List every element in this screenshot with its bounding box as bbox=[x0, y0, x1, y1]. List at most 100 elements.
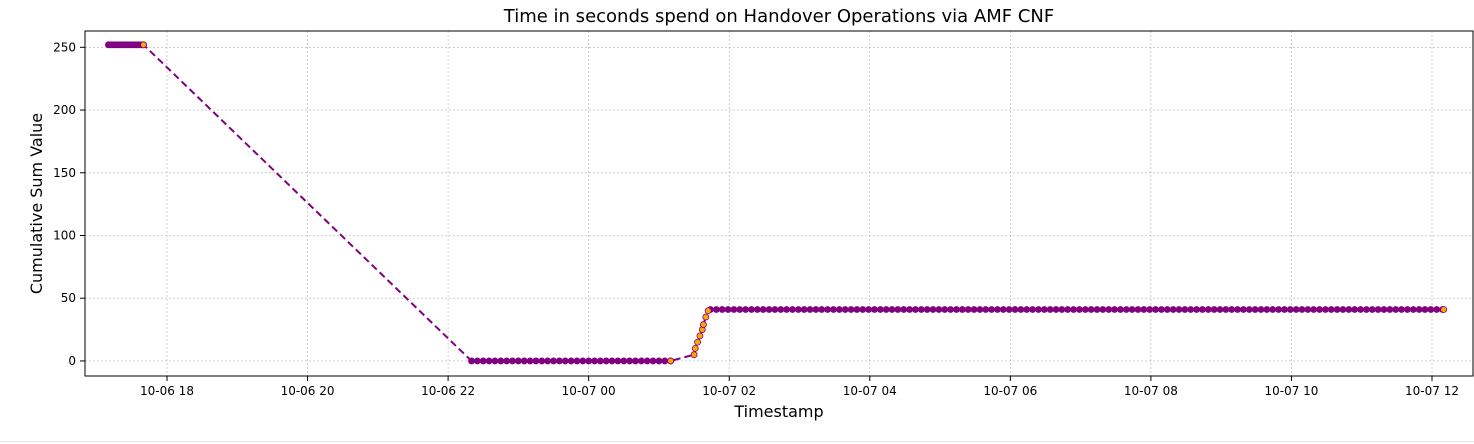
data-point bbox=[1046, 306, 1054, 313]
highlighted-data-point bbox=[696, 332, 704, 340]
data-point bbox=[888, 306, 896, 313]
data-point bbox=[1263, 306, 1271, 313]
data-point bbox=[765, 306, 773, 313]
data-point bbox=[1216, 306, 1224, 313]
data-point bbox=[718, 306, 726, 313]
bottom-divider bbox=[0, 441, 1474, 442]
data-point bbox=[964, 306, 972, 313]
data-point bbox=[835, 306, 843, 313]
y-tick-label: 200 bbox=[53, 103, 76, 117]
data-point bbox=[753, 306, 761, 313]
y-tick-label: 100 bbox=[53, 228, 76, 242]
data-point bbox=[841, 306, 849, 313]
data-point bbox=[1234, 306, 1241, 313]
data-point bbox=[789, 306, 796, 313]
data-point bbox=[1398, 306, 1405, 313]
data-point bbox=[1310, 306, 1318, 313]
data-point bbox=[853, 306, 861, 313]
data-point bbox=[661, 357, 669, 365]
data-point bbox=[906, 306, 914, 313]
data-point bbox=[970, 306, 978, 313]
data-point bbox=[509, 357, 516, 365]
data-point bbox=[1193, 306, 1200, 313]
highlighted-data-point bbox=[702, 313, 710, 321]
data-point bbox=[550, 357, 557, 365]
data-point bbox=[1210, 306, 1218, 313]
data-point bbox=[1163, 306, 1171, 313]
data-point bbox=[912, 306, 919, 313]
data-point bbox=[1093, 306, 1101, 313]
data-point bbox=[736, 306, 744, 313]
data-point bbox=[1117, 306, 1124, 313]
x-tick-label: 10-07 02 bbox=[702, 384, 756, 398]
data-point bbox=[800, 306, 808, 313]
y-axis-label: Cumulative Sum Value bbox=[27, 113, 46, 294]
data-point bbox=[982, 306, 990, 313]
data-point bbox=[526, 357, 534, 365]
data-point bbox=[1351, 306, 1359, 313]
data-point bbox=[742, 306, 750, 313]
data-point bbox=[1029, 306, 1036, 313]
data-point bbox=[871, 306, 878, 313]
data-point bbox=[473, 357, 481, 365]
y-tick-label: 250 bbox=[53, 40, 76, 54]
data-point bbox=[626, 357, 634, 365]
data-point bbox=[1122, 306, 1130, 313]
data-point bbox=[783, 306, 791, 313]
data-point bbox=[1011, 306, 1019, 313]
data-point bbox=[1304, 306, 1312, 313]
data-point bbox=[1152, 306, 1159, 313]
data-point bbox=[602, 357, 610, 365]
x-axis-ticks: 10-06 18 10-06 20 10-06 22 10-07 00 10-07 02… bbox=[140, 376, 1459, 398]
data-point bbox=[503, 357, 511, 365]
highlighted-data-point bbox=[691, 344, 699, 352]
chart-title: Time in seconds spend on Handover Operat… bbox=[503, 6, 1054, 27]
highlighted-data-point bbox=[694, 338, 701, 346]
data-point bbox=[1187, 306, 1195, 313]
data-point bbox=[865, 306, 873, 313]
data-point bbox=[994, 306, 1001, 313]
data-point bbox=[988, 306, 995, 313]
data-point bbox=[614, 357, 622, 365]
data-point bbox=[1409, 306, 1417, 313]
data-point bbox=[1035, 306, 1042, 313]
highlighted-data-point bbox=[1440, 306, 1448, 313]
x-tick-label: 10-07 12 bbox=[1405, 384, 1459, 398]
y-tick-label: 50 bbox=[61, 291, 76, 305]
x-axis-label: Timestamp bbox=[733, 402, 823, 421]
data-point bbox=[876, 306, 884, 313]
data-point bbox=[771, 306, 779, 313]
data-point bbox=[1240, 306, 1247, 313]
data-point bbox=[1076, 306, 1083, 313]
data-point bbox=[1128, 306, 1136, 313]
data-point bbox=[1040, 306, 1048, 313]
data-point bbox=[596, 357, 604, 365]
data-point bbox=[1005, 306, 1013, 313]
y-tick-label: 150 bbox=[53, 166, 76, 180]
data-point bbox=[591, 357, 598, 365]
data-point bbox=[748, 306, 755, 313]
highlighted-data-point bbox=[700, 321, 707, 328]
data-point bbox=[900, 306, 908, 313]
data-point bbox=[608, 357, 616, 365]
data-point bbox=[1368, 306, 1376, 313]
data-point bbox=[1363, 306, 1370, 313]
data-point bbox=[1204, 306, 1212, 313]
data-point bbox=[538, 357, 546, 365]
data-point bbox=[1111, 306, 1118, 313]
x-tick-label: 10-07 10 bbox=[1264, 384, 1318, 398]
x-tick-label: 10-06 22 bbox=[421, 384, 475, 398]
data-point bbox=[632, 357, 639, 365]
data-point bbox=[620, 357, 628, 365]
data-point bbox=[1427, 306, 1435, 313]
data-point bbox=[894, 306, 902, 313]
data-point bbox=[730, 306, 738, 313]
data-point bbox=[1404, 306, 1411, 313]
x-tick-label: 10-07 00 bbox=[562, 384, 616, 398]
data-point bbox=[830, 306, 837, 313]
data-point bbox=[637, 357, 645, 365]
data-point bbox=[1292, 306, 1300, 313]
data-point bbox=[1158, 306, 1165, 313]
data-point bbox=[643, 357, 651, 365]
